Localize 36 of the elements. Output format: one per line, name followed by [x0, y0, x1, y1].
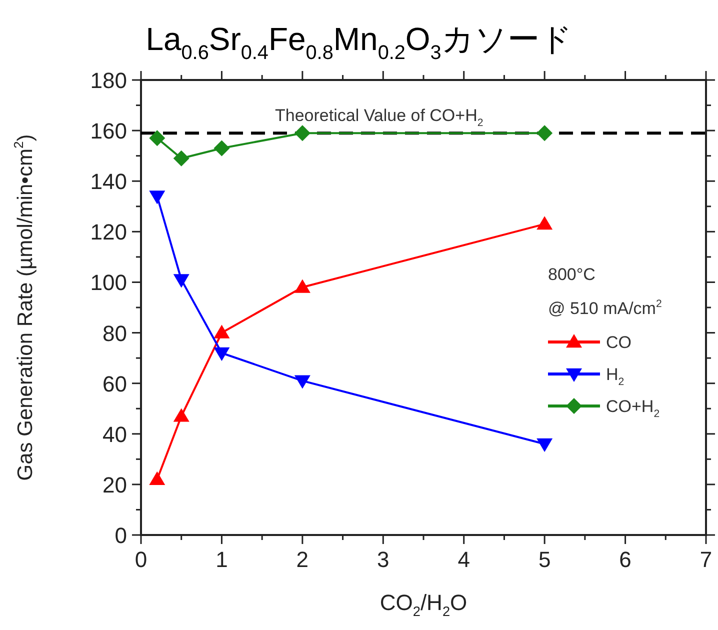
x-tick-label: 2	[296, 547, 309, 572]
y-tick-label: 120	[90, 220, 127, 245]
y-tick-label: 20	[102, 472, 127, 498]
point	[173, 408, 190, 422]
x-axis-title: CO$_{2}$/H$_{2}$O	[380, 590, 468, 620]
point	[214, 324, 230, 338]
point	[536, 125, 553, 142]
y-tick-label: 140	[90, 169, 127, 194]
point	[214, 140, 230, 156]
point	[149, 190, 166, 204]
legend-label: CO	[606, 333, 632, 352]
legend-label: CO+H$_{2}$	[606, 397, 660, 420]
legend-title: 800°C @ 510 mA/cm$^{2}$	[548, 265, 662, 318]
x-tick-label: 5	[538, 547, 551, 572]
y-tick-label: 160	[90, 118, 127, 144]
y-tick-label: 0	[114, 523, 127, 548]
point	[294, 279, 310, 293]
y-tick-label: 100	[90, 270, 127, 296]
legend-label: H$_{2}$	[606, 365, 624, 388]
y-tick-label: 60	[102, 371, 127, 396]
x-tick-label: 3	[377, 547, 390, 572]
y-tick-label: 80	[102, 320, 127, 346]
x-tick-label: 7	[700, 547, 712, 572]
point	[536, 216, 553, 230]
y-tick-label: 40	[102, 422, 127, 447]
x-tick-label: 0	[134, 547, 148, 572]
x-tick-label: 4	[458, 547, 470, 572]
point	[173, 150, 190, 166]
ref-line-label: Theoretical Value of CO+H$_{2}$	[275, 106, 484, 129]
point	[149, 130, 166, 146]
x-tick-label: 6	[619, 547, 632, 572]
x-tick-label: 1	[216, 547, 228, 572]
chart-title: La$_{0.6}$Sr$_{0.4}$Fe$_{0.8}$Mn$_{0.2}$O$_{3}$カソード	[146, 21, 572, 64]
point	[294, 125, 310, 142]
point	[149, 471, 166, 485]
y-tick-label: 180	[90, 68, 127, 93]
